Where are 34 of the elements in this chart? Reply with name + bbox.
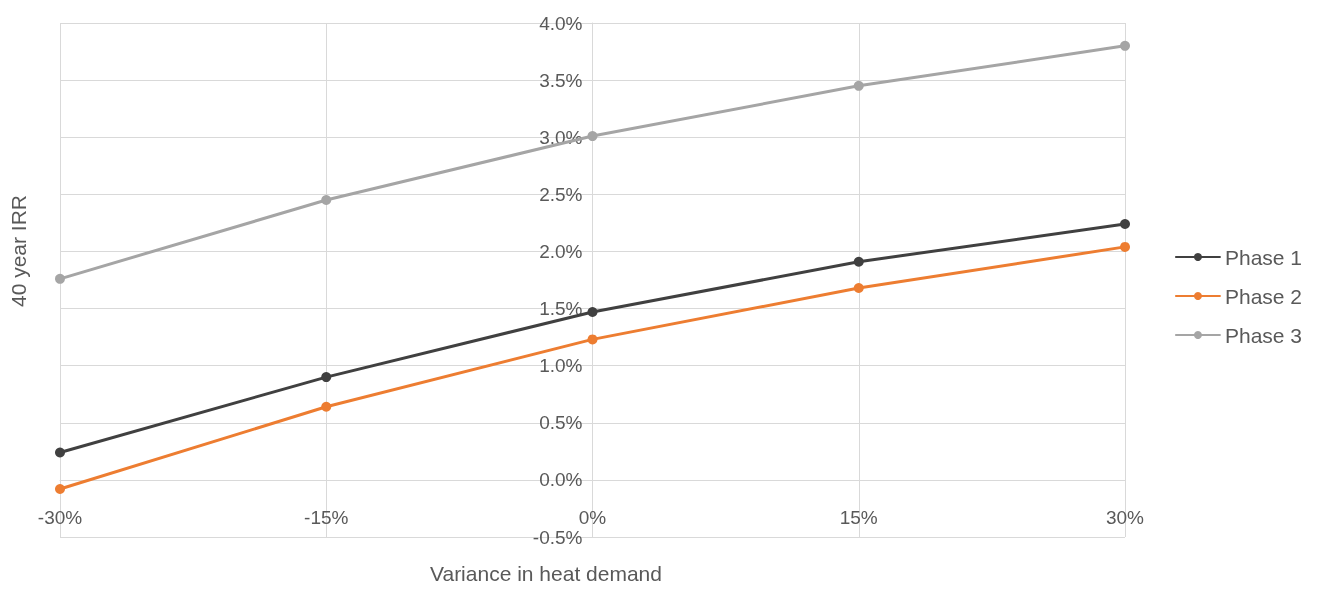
point: [55, 273, 65, 284]
y-tick-label: 3.5%: [539, 69, 583, 91]
y-axis-title: 40 year IRR: [7, 195, 30, 308]
point: [321, 195, 332, 206]
y-tick-label: 1.5%: [539, 298, 583, 320]
legend-label: Phase 1: [1224, 245, 1302, 269]
y-tick-label: 4.0%: [539, 12, 583, 34]
point: [853, 283, 864, 293]
legend-label: Phase 2: [1224, 284, 1302, 308]
point: [1120, 40, 1130, 51]
point: [587, 306, 598, 317]
point: [587, 334, 598, 345]
point: [55, 447, 65, 458]
x-tick-label: -15%: [304, 506, 349, 528]
x-axis-title: Variance in heat demand: [430, 562, 662, 585]
point: [321, 372, 332, 383]
y-tick-label: 2.5%: [539, 183, 583, 205]
point: [853, 256, 864, 267]
y-tick-label: 0.0%: [539, 469, 583, 491]
legend-label: Phase 3: [1224, 323, 1302, 347]
point: [853, 80, 864, 91]
point: [321, 401, 332, 412]
point: [587, 131, 598, 142]
y-tick-label: 1.0%: [539, 355, 583, 377]
x-tick-label: 30%: [1105, 506, 1145, 528]
point: [1120, 241, 1130, 252]
point: [55, 484, 65, 495]
point: [1120, 219, 1130, 230]
y-tick-label: 0.5%: [539, 412, 583, 434]
y-tick-label: -0.5%: [532, 526, 583, 548]
x-tick-label: -30%: [37, 506, 83, 528]
y-tick-label: 2.0%: [539, 240, 583, 262]
x-tick-label: 0%: [578, 506, 607, 528]
x-tick-label: 15%: [839, 506, 878, 528]
